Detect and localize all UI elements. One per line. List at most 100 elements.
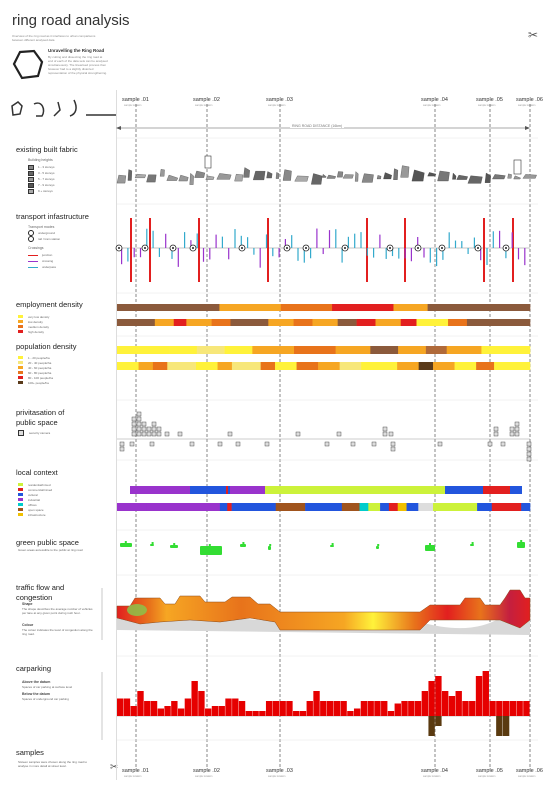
context-segment xyxy=(388,503,399,511)
population-segment xyxy=(260,362,276,370)
context-segment xyxy=(432,503,478,511)
carparking-above-bar xyxy=(299,711,307,716)
legend-swatch xyxy=(28,254,38,256)
legend-label: rail / tram station xyxy=(38,237,61,241)
building-footprint xyxy=(400,165,410,178)
context-segment xyxy=(231,503,277,511)
traffic-low-congestion xyxy=(127,604,147,616)
legend-label: 7 - 9 storeys xyxy=(38,183,55,187)
camera-icon xyxy=(141,421,147,427)
legend-label: 3 - 5 storeys xyxy=(38,171,55,175)
crossing-bar xyxy=(410,248,412,262)
crossing-bar xyxy=(316,228,318,248)
building-footprint xyxy=(393,168,399,180)
legend-row: junction xyxy=(28,252,56,258)
legend-swatch xyxy=(28,266,38,268)
population-segment xyxy=(196,346,225,354)
green-space-patch xyxy=(331,543,334,545)
carparking-below-bar xyxy=(502,716,510,736)
carparking-above-bar xyxy=(205,708,212,716)
legend-label: 40 - 60 people/ha xyxy=(28,365,52,370)
section-privatisation-2: public space xyxy=(16,418,58,427)
green-space-patch xyxy=(120,543,132,547)
sample-label: sample .03 xyxy=(266,768,293,774)
camera-icon xyxy=(136,421,142,427)
population-segment xyxy=(167,362,197,370)
camera-icon xyxy=(189,441,195,447)
crossing-bar xyxy=(121,248,123,265)
legend-label: 100+ people/ha xyxy=(28,380,49,385)
camera-icon xyxy=(217,441,223,447)
building-footprint xyxy=(146,174,157,183)
legend-label: junction xyxy=(42,253,53,257)
population-segment xyxy=(138,362,154,370)
green-space-patch xyxy=(124,541,127,543)
crossing-bar xyxy=(480,248,482,261)
legend-swatch xyxy=(28,182,34,188)
population-segment xyxy=(117,346,170,354)
crossing-bar xyxy=(366,248,368,256)
station-dot xyxy=(241,247,243,249)
crossing-bar xyxy=(291,235,293,248)
building-footprint xyxy=(205,175,215,180)
carparking-above-bar xyxy=(428,681,435,716)
legend-row: industrial xyxy=(18,497,52,502)
camera-icon xyxy=(131,421,137,427)
legend-label: 5 - 7 storeys xyxy=(38,177,55,181)
carparking-above-bar xyxy=(293,711,300,716)
sample-sublabel: sample location xyxy=(195,104,213,107)
context-segment xyxy=(397,503,407,511)
camera-icon xyxy=(390,441,396,447)
crossing-bar xyxy=(310,248,312,259)
building-footprint xyxy=(376,175,382,180)
crossing-bar xyxy=(492,231,494,248)
building-footprint xyxy=(166,174,179,181)
population-segment xyxy=(433,362,455,370)
sample-sublabel: sample location xyxy=(423,775,441,778)
employment-segment xyxy=(173,319,187,326)
station-dot xyxy=(144,247,146,249)
camera-icon xyxy=(141,426,147,432)
camera-icon xyxy=(136,426,142,432)
carparking-below-text: Spaces of underground car parking xyxy=(22,697,69,701)
population-segment xyxy=(335,346,371,354)
population-segment xyxy=(339,362,362,370)
scissors-icon: ✂ xyxy=(528,28,539,42)
crossing-bar xyxy=(499,230,501,248)
crossing-bar xyxy=(354,233,356,248)
legend-label: high density xyxy=(28,329,45,334)
employment-segment xyxy=(427,304,531,311)
unravel-text: By cutting and dissecting the ring road … xyxy=(48,55,108,75)
carparking-above-title: Above the datum xyxy=(22,680,51,684)
employment-segment xyxy=(359,304,394,311)
carparking-above-bar xyxy=(516,701,523,716)
legend-row: high density xyxy=(18,329,49,334)
employment-segment xyxy=(117,319,156,326)
carparking-above-bar xyxy=(144,701,151,716)
building-footprint xyxy=(294,175,309,182)
context-segment xyxy=(380,503,390,511)
sample-label: sample .03 xyxy=(266,97,293,103)
legend-swatch xyxy=(28,170,34,176)
green-space-patch xyxy=(376,546,379,549)
legend-swatch xyxy=(18,376,23,379)
legend-row: underpass xyxy=(28,264,56,270)
traffic-colour-text: The colour indicates the level of conges… xyxy=(22,628,93,636)
legend-row: low density xyxy=(18,319,49,324)
crossing-bar xyxy=(391,248,394,257)
building-footprint xyxy=(452,172,457,180)
green-space-patch xyxy=(471,542,474,544)
building-footprint xyxy=(282,169,292,181)
building-footprint xyxy=(275,172,280,179)
legend-row: residential/mixed xyxy=(18,482,52,487)
carparking-above-bar xyxy=(313,691,320,716)
sample-sublabel: sample location xyxy=(268,775,286,778)
green-space-patch xyxy=(242,542,245,544)
carparking-above-bar xyxy=(333,701,341,716)
carparking-above-bar xyxy=(326,701,334,716)
carparking-above-bar xyxy=(509,701,517,716)
context-segment xyxy=(146,503,221,511)
carparking-above-bar xyxy=(455,691,462,716)
tall-building xyxy=(513,159,522,175)
employment-segment xyxy=(466,319,531,326)
